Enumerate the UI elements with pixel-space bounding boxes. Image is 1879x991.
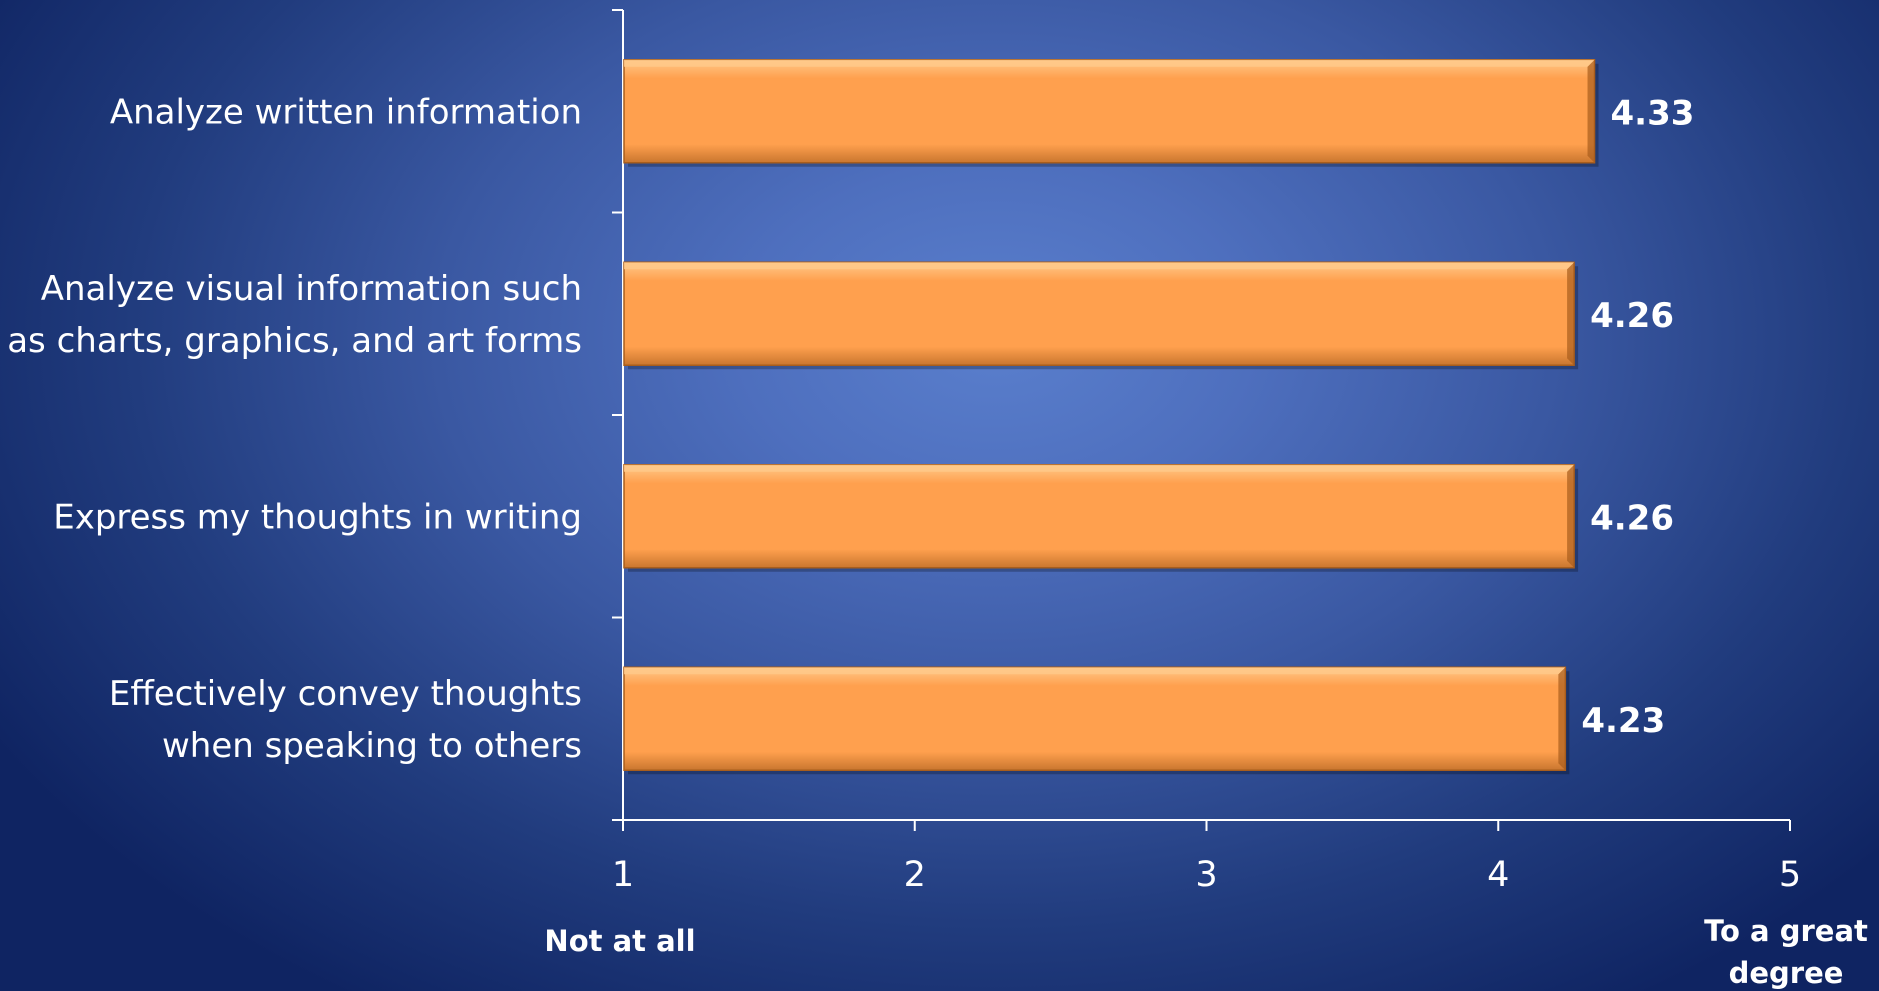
bars-group [623, 59, 1599, 775]
category-label: Effectively convey thoughts when speaking… [109, 674, 582, 766]
bar [623, 666, 1567, 771]
bar [623, 464, 1575, 569]
bar-bevel [1558, 667, 1566, 771]
x-tick-label: 5 [1779, 855, 1801, 895]
axes-group [612, 9, 1791, 831]
value-label: 4.23 [1581, 701, 1665, 741]
bar-bevel [1587, 59, 1595, 163]
x-anchor-label-min: Not at all [544, 924, 695, 958]
value-label: 4.26 [1590, 296, 1674, 336]
value-label: 4.26 [1590, 498, 1674, 538]
x-tick-label: 3 [1195, 855, 1217, 895]
bar-highlight [624, 667, 1566, 675]
labels-group: 1 2 3 4 5 Not at all To a great degree 4.33 Analy… [7, 92, 1868, 990]
bar-highlight [624, 464, 1575, 472]
x-tick-label: 4 [1487, 855, 1509, 895]
bar-highlight [624, 59, 1595, 67]
value-label: 4.33 [1611, 93, 1695, 133]
x-tick-label: 1 [612, 855, 634, 895]
category-label: Analyze written information [110, 92, 582, 132]
bar-highlight [624, 262, 1575, 270]
category-label: Express my thoughts in writing [53, 497, 582, 537]
x-anchor-label-max: To a great degree [1704, 914, 1868, 990]
bar [623, 59, 1596, 164]
bar [623, 261, 1575, 366]
category-label: Analyze visual information such as charts… [7, 269, 582, 361]
x-tick-label: 2 [904, 855, 926, 895]
bar-bevel [1567, 262, 1575, 366]
bar-bevel [1567, 464, 1575, 568]
